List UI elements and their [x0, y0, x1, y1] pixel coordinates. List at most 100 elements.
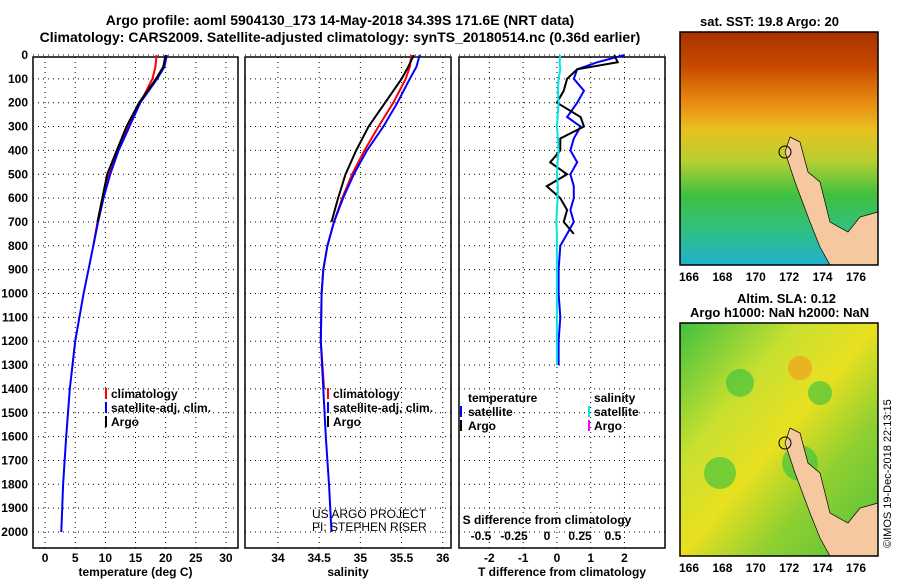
x-tick-label: 20: [159, 551, 173, 565]
depth-tick-label: 400: [8, 143, 28, 157]
depth-tick-label: 300: [8, 120, 28, 134]
x-tick-label: 2: [621, 551, 628, 565]
x-tick-label: 15: [129, 551, 143, 565]
x-tick-label: 5: [72, 551, 79, 565]
lon-tick-label: 174: [813, 270, 833, 284]
series-s-satellite: [555, 54, 562, 366]
lon-tick-label: 176: [846, 561, 866, 575]
map-field: [680, 323, 878, 556]
sla-map: -30-32-34-36-38-40166168170172174176: [679, 322, 879, 575]
title-line-2: Climatology: CARS2009. Satellite-adjuste…: [39, 29, 641, 45]
depth-tick-label: 1400: [1, 382, 28, 396]
panel-salinity: 34 34.5 35 35.5 36 salinity climatologysatelli…: [244, 54, 452, 579]
lon-tick-label: 172: [779, 270, 799, 284]
x-tick-label: 25: [189, 551, 203, 565]
lon-tick-label: 166: [679, 561, 699, 575]
x-tick-label: 0: [554, 551, 561, 565]
panel-temperature: 0100200300400500600700800900100011001200…: [1, 48, 239, 579]
series-climatology: [92, 54, 158, 246]
x-tick-label: 10: [99, 551, 113, 565]
series-satellite-adj-clim-: [60, 54, 168, 533]
x-tick-label: -1: [518, 551, 529, 565]
argo-location-marker: [778, 436, 792, 450]
legend-swatch: [460, 406, 462, 417]
x-axis-label: temperature (deg C): [78, 565, 192, 579]
panel-frame: [244, 56, 452, 549]
depth-tick-label: 900: [8, 263, 28, 277]
lon-tick-label: 168: [712, 561, 732, 575]
map-frame: [679, 31, 879, 266]
title-line-1: Argo profile: aoml 5904130_173 14-May-20…: [105, 12, 575, 28]
x-axis-label: T difference from climatology: [478, 565, 646, 579]
sst-map: -30-32-34-36-38-40166168170172174176: [679, 31, 879, 284]
depth-tick-label: 1300: [1, 358, 28, 372]
legend-swatch: [327, 416, 329, 427]
lon-tick-label: 170: [746, 270, 766, 284]
map2-title-1: Altim. SLA: 0.12: [737, 291, 836, 306]
x-tick-label: 34: [271, 551, 285, 565]
credit-text: ©IMOS 19-Dec-2018 22:13:15: [882, 399, 894, 548]
argo-location-marker: [778, 145, 792, 159]
legend-swatch: [105, 402, 107, 413]
sla-blob: [704, 457, 736, 489]
sla-blob: [788, 356, 812, 380]
legend-label: Argo: [111, 415, 139, 429]
lon-tick-label: 174: [813, 561, 833, 575]
depth-tick-label: 1900: [1, 501, 28, 515]
series-satellite-adj-clim-: [319, 54, 421, 533]
s-diff-axis-label: S difference from climatology: [463, 513, 632, 527]
legend-swatch: [327, 388, 329, 399]
s-diff-tick-label: 0.25: [568, 529, 592, 543]
project-line-1: US ARGO PROJECT: [312, 507, 427, 521]
legend-label: satellite: [594, 405, 639, 419]
map1-title: sat. SST: 19.8 Argo: 20: [700, 14, 839, 29]
depth-tick-label: 2000: [1, 525, 28, 539]
s-diff-tick-label: -0.25: [500, 529, 528, 543]
panel-frame: [458, 56, 666, 549]
legend-swatch: [105, 416, 107, 427]
depth-tick-label: 1100: [2, 310, 28, 324]
depth-tick-label: 500: [8, 167, 28, 181]
depth-tick-label: 200: [8, 96, 28, 110]
legend-swatch: [460, 420, 462, 431]
depth-tick-label: 700: [8, 215, 28, 229]
legend-label: satellite: [468, 405, 513, 419]
legend-label: climatology: [111, 387, 178, 401]
legend-swatch: [105, 388, 107, 399]
series-t-satellite: [557, 54, 625, 366]
legend-s-title: salinity: [594, 391, 636, 405]
depth-tick-label: 1800: [1, 477, 28, 491]
s-diff-tick-label: 0.5: [605, 529, 622, 543]
depth-tick-label: 1500: [1, 406, 28, 420]
lon-tick-label: 166: [679, 270, 699, 284]
legend-swatch: [588, 420, 590, 431]
legend-swatch: [327, 402, 329, 413]
x-tick-label: 34.5: [307, 551, 331, 565]
project-line-2: PI: STEPHEN RISER: [312, 520, 427, 534]
depth-tick-label: 600: [8, 191, 28, 205]
x-tick-label: 1: [587, 551, 594, 565]
legend-label: Argo: [594, 419, 622, 433]
x-tick-label: 35: [354, 551, 368, 565]
lon-tick-label: 168: [712, 270, 732, 284]
panel-differences: -2 -1 0 1 2T difference from climatology temp…: [458, 54, 666, 579]
legend-label: climatology: [333, 387, 400, 401]
x-axis-label: salinity: [327, 565, 369, 579]
x-tick-label: 36: [436, 551, 450, 565]
series-t-argo: [545, 54, 620, 235]
depth-tick-label: 1700: [1, 453, 28, 467]
legend-label: satellite-adj. clim.: [111, 401, 211, 415]
sla-blob: [726, 369, 754, 397]
map2-title-2: Argo h1000: NaN h2000: NaN: [690, 305, 870, 320]
depth-tick-label: 800: [8, 239, 28, 253]
sla-blob: [808, 381, 832, 405]
map-frame: [679, 322, 879, 557]
lon-tick-label: 176: [846, 270, 866, 284]
series-argo: [96, 54, 167, 223]
legend-swatch: [588, 406, 590, 417]
x-tick-label: 0: [42, 551, 49, 565]
maps: -30-32-34-36-38-40166168170172174176-30-…: [679, 31, 879, 575]
depth-tick-label: 1600: [1, 430, 28, 444]
s-diff-tick-label: -0.5: [471, 529, 492, 543]
